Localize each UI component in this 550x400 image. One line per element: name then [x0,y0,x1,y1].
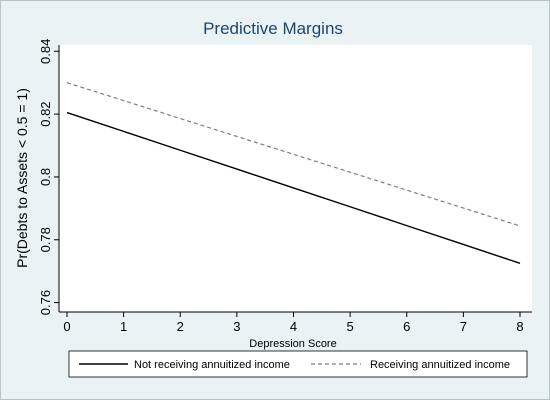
y-tick-label: 0.78 [38,227,53,252]
x-tick-label: 8 [516,319,523,334]
x-tick-label: 5 [347,319,354,334]
y-tick-label: 0.8 [38,168,53,186]
x-tick-label: 3 [233,319,240,334]
x-tick-label: 7 [460,319,467,334]
series-lines [66,82,521,264]
series-line-receiving [66,82,521,227]
y-tick-label: 0.76 [38,290,53,315]
legend: Not receiving annuitized income Receivin… [68,350,528,378]
y-tick-label: 0.82 [38,101,53,126]
x-tick-label: 1 [120,319,127,334]
x-ticks: 0 1 2 3 4 5 6 7 8 [63,312,524,334]
y-ticks: 0.76 0.78 0.8 0.82 0.84 [38,39,59,315]
plot-area [59,45,532,312]
x-tick-label: 2 [177,319,184,334]
series-line-not-receiving [66,111,521,264]
legend-label-receiving: Receiving annuitized income [370,359,510,371]
x-tick-label: 4 [290,319,297,334]
legend-label-not-receiving: Not receiving annuitized income [134,359,290,371]
x-tick-label: 0 [63,319,70,334]
x-axis-label: Depression Score [249,338,336,350]
y-axis-label: Pr(Debts to Assets < 0.5 = 1) [14,88,30,268]
chart-title: Predictive Margins [203,19,343,38]
legend-box [68,350,528,378]
y-tick-label: 0.84 [38,39,53,64]
x-tick-label: 6 [403,319,410,334]
